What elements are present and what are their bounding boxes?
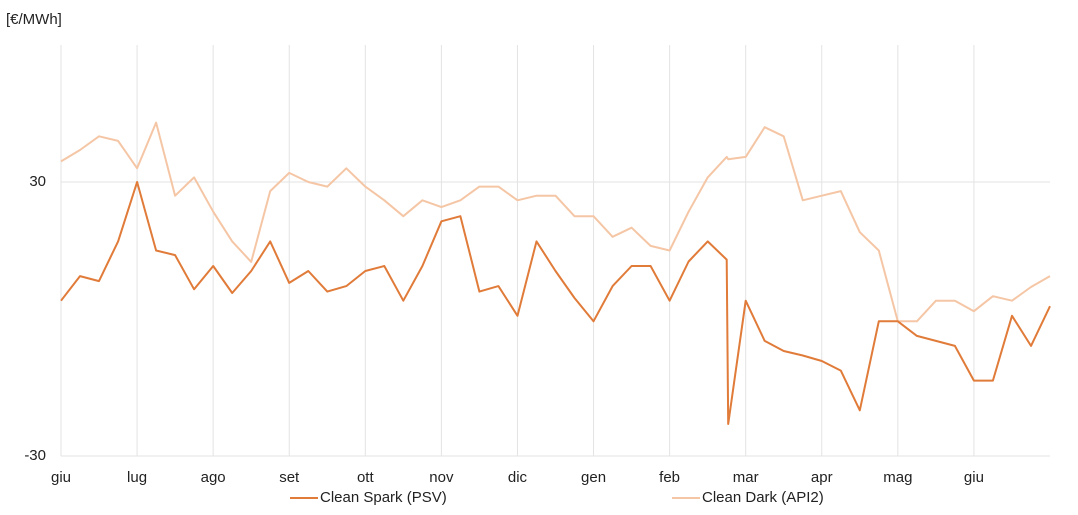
- x-tick-label: gen: [581, 469, 606, 486]
- x-tick-label: nov: [429, 469, 454, 486]
- y-tick-label: -30: [24, 447, 46, 464]
- line-series: [60, 181, 1051, 425]
- x-tick-label: ott: [357, 469, 375, 486]
- x-tick-label: dic: [508, 469, 528, 486]
- line-series: [60, 121, 1051, 323]
- legend-label: Clean Dark (API2): [702, 489, 824, 506]
- x-tick-label: apr: [811, 469, 833, 486]
- x-tick-label: feb: [659, 469, 680, 486]
- y-tick-label: 30: [29, 173, 46, 190]
- legend-label: Clean Spark (PSV): [320, 489, 447, 506]
- y-axis-label: [€/MWh]: [6, 11, 62, 28]
- x-tick-label: mag: [883, 469, 912, 486]
- x-tick-label: mar: [733, 469, 759, 486]
- x-tick-label: giu: [51, 469, 71, 486]
- x-tick-label: giu: [964, 469, 984, 486]
- x-tick-label: set: [279, 469, 300, 486]
- x-tick-label: ago: [201, 469, 226, 486]
- x-tick-label: lug: [127, 469, 147, 486]
